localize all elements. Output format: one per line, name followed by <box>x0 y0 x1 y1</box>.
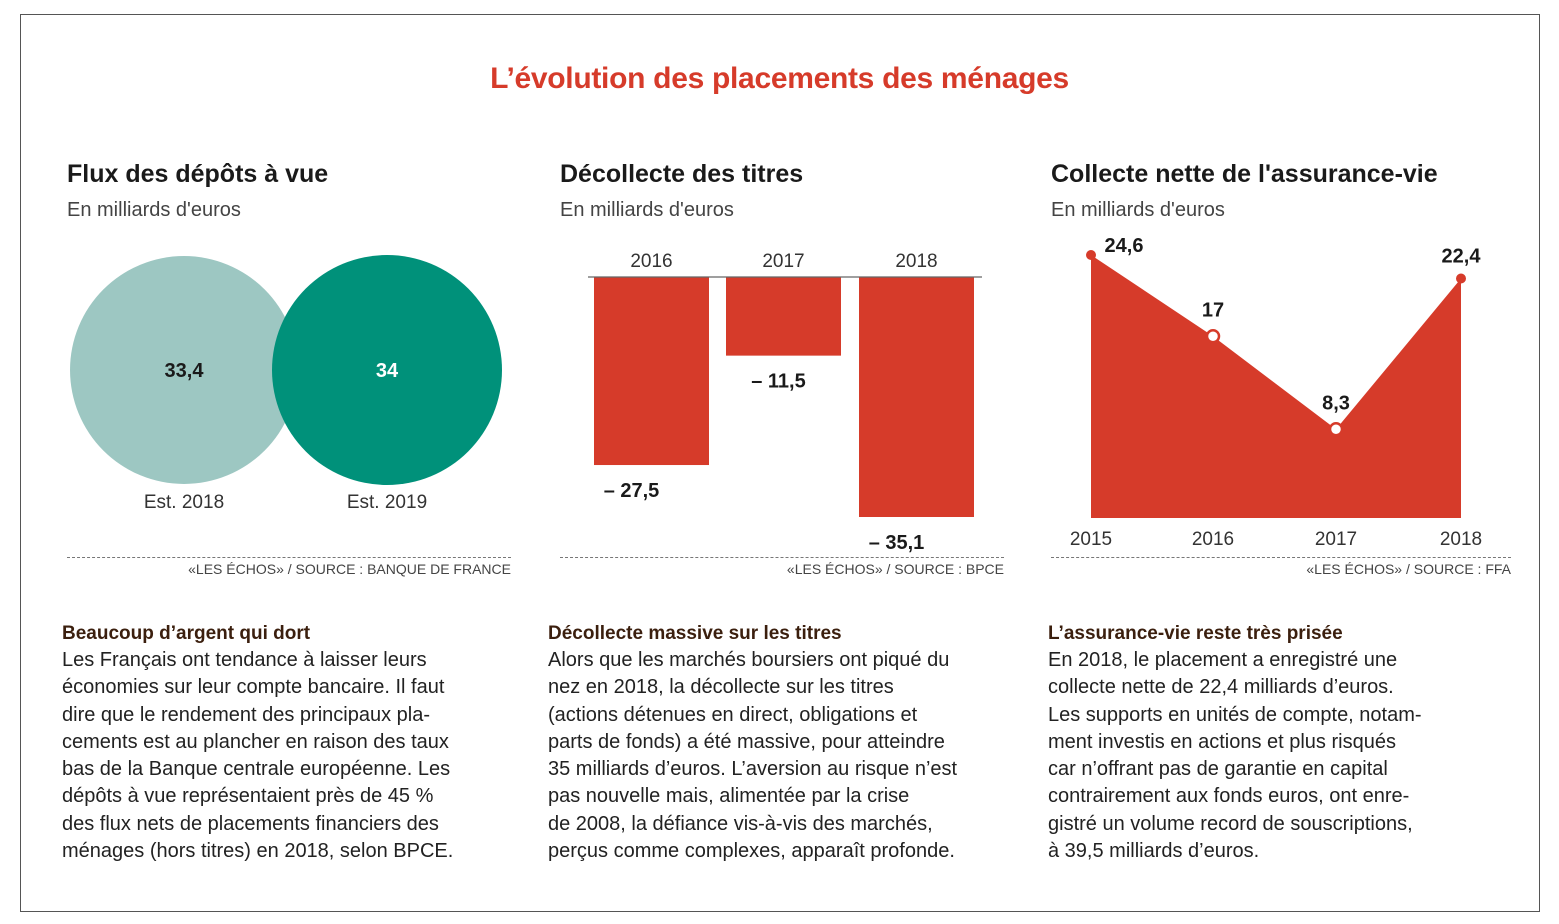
bubble-value-label: 33,4 <box>165 360 205 382</box>
panel3-title: Collecte nette de l'assurance-vie <box>1051 160 1438 188</box>
bubble-1 <box>272 255 502 485</box>
securities-bar-chart: 2016 – 27,5 2017 – 11,5 2018 – 35,1 <box>588 251 982 554</box>
panel1-divider <box>67 557 511 558</box>
x-tick-label: 2018 <box>1440 529 1482 550</box>
data-point <box>1328 422 1344 437</box>
panel2-title: Décollecte des titres <box>560 160 804 188</box>
panel2-body-text: Alors que les marchés boursiers ont piqu… <box>548 647 1018 865</box>
panel1-source: «LES ÉCHOS» / SOURCE : BANQUE DE FRANCE <box>188 561 511 577</box>
body-line: parts de fonds) a été massive, pour atte… <box>548 730 945 753</box>
page-title: L’évolution des placements des ménages <box>490 62 1069 95</box>
data-point <box>1205 329 1221 344</box>
point-value-label: 24,6 <box>1105 235 1144 257</box>
panel3-divider <box>1051 557 1511 558</box>
data-point <box>1456 273 1466 284</box>
point-value-label: 8,3 <box>1322 392 1350 414</box>
bar-2018 <box>859 277 974 517</box>
body-line: des flux nets de placements financiers d… <box>62 812 439 835</box>
bar-value-label: – 27,5 <box>604 480 660 502</box>
x-tick-label: 2016 <box>1192 529 1234 550</box>
panel1-body-text: Les Français ont tendance à laisser leur… <box>62 647 532 865</box>
bubble-category-label: Est. 2018 <box>144 492 224 513</box>
body-line: perçus comme complexes, apparaît profond… <box>548 840 955 863</box>
body-line: Les Français ont tendance à laisser leur… <box>62 649 427 671</box>
body-line: cements est au plancher en raison des ta… <box>62 730 449 753</box>
panel3-body-text: En 2018, le placement a enregistré une co… <box>1048 647 1518 865</box>
body-line: à 39,5 milliards d’euros. <box>1048 840 1260 863</box>
body-line: gistré un volume record de souscriptions… <box>1048 812 1413 835</box>
panel3-subtitle: En milliards d'euros <box>1051 199 1225 221</box>
bar-category-label: 2016 <box>630 251 672 272</box>
panel2-subtitle: En milliards d'euros <box>560 199 734 221</box>
bubble-value-label: 34 <box>376 360 399 382</box>
body-line: car n’offrant pas de garantie en capital <box>1048 758 1388 781</box>
x-tick-label: 2017 <box>1315 529 1357 550</box>
bar-value-label: – 35,1 <box>869 532 925 554</box>
x-tick-label: 2015 <box>1070 529 1112 550</box>
body-line: En 2018, le placement a enregistré une <box>1048 649 1398 671</box>
bar-category-label: 2018 <box>895 251 937 272</box>
body-line: dépôts à vue représentaient près de 45 % <box>62 785 434 808</box>
bar-value-label: – 11,5 <box>751 371 806 393</box>
point-value-label: 17 <box>1202 299 1224 321</box>
panel1-subtitle: En milliards d'euros <box>67 199 241 221</box>
body-line: dire que le rendement des principaux pla… <box>62 703 430 726</box>
life-insurance-area-chart: 24,6 2015 17 2016 8,3 2017 22,4 2018 <box>1070 235 1482 550</box>
panel2-divider <box>560 557 1004 558</box>
body-line: ment investis en actions et plus risqués <box>1048 730 1396 753</box>
panel3-source: «LES ÉCHOS» / SOURCE : FFA <box>1306 561 1511 577</box>
body-line: Les supports en unités de compte, notam- <box>1048 703 1422 726</box>
bar-2016 <box>594 277 709 466</box>
bar-category-label: 2017 <box>762 251 804 272</box>
body-line: bas de la Banque centrale européenne. Le… <box>62 758 451 781</box>
body-line: de 2008, la défiance vis-à-vis des march… <box>548 812 933 835</box>
point-value-label: 22,4 <box>1442 246 1482 268</box>
deposits-bubble-chart: 33,4 Est. 2018 34 Est. 2019 <box>70 255 502 513</box>
body-line: Alors que les marchés boursiers ont piqu… <box>548 649 950 671</box>
body-line: collecte nette de 22,4 milliards d’euros… <box>1048 676 1394 699</box>
infographic-frame <box>20 14 1540 912</box>
body-line: (actions détenues en direct, obligations… <box>548 703 918 726</box>
body-line: économies sur leur compte bancaire. Il f… <box>62 676 445 699</box>
data-point <box>1086 250 1096 260</box>
bubble-0 <box>70 256 298 484</box>
panel1-title: Flux des dépôts à vue <box>67 160 329 188</box>
panel1-body-title: Beaucoup d’argent qui dort <box>62 623 311 644</box>
panel3-body-title: L’assurance-vie reste très prisée <box>1048 623 1343 644</box>
body-line: ménages (hors titres) en 2018, selon BPC… <box>62 840 454 863</box>
body-line: contrairement aux fonds euros, ont enre- <box>1048 785 1410 808</box>
area-fill <box>1091 255 1461 518</box>
body-line: nez en 2018, la décollecte sur les titre… <box>548 676 894 699</box>
bar-2017 <box>726 277 841 356</box>
panel2-source: «LES ÉCHOS» / SOURCE : BPCE <box>786 561 1004 577</box>
bubble-category-label: Est. 2019 <box>347 492 427 513</box>
panel2-body-title: Décollecte massive sur les titres <box>548 623 842 644</box>
body-line: 35 milliards d’euros. L’aversion au risq… <box>548 758 958 781</box>
body-line: pas nouvelle mais, alimentée par la cris… <box>548 785 910 808</box>
